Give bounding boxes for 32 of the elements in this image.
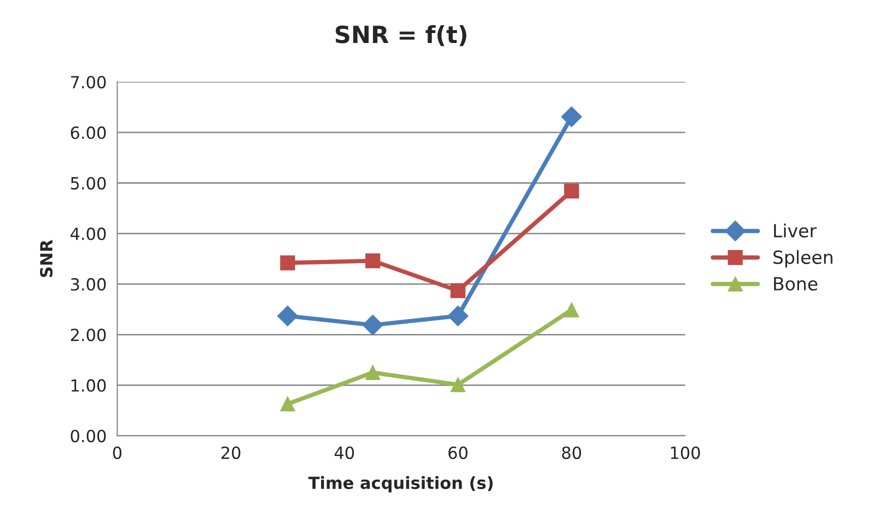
point (561, 106, 582, 128)
point (450, 283, 466, 298)
y-tick-label: 7.00 (71, 76, 106, 88)
y-tick-label: 3.00 (70, 278, 106, 291)
y-tick-label: 6.00 (70, 126, 106, 140)
x-axis-title: Time acquisition (s) (308, 476, 493, 492)
y-tick-label: 5.00 (71, 176, 106, 190)
point (362, 314, 384, 336)
legend-label: Bone (774, 277, 818, 291)
y-tick-label: 2.00 (70, 328, 106, 342)
point (450, 377, 466, 392)
point (365, 365, 380, 380)
y-tick-label: 0.00 (70, 430, 106, 442)
x-tick-label: 20 (221, 446, 240, 460)
x-tick-label: 80 (562, 446, 582, 460)
x-tick-label: 0 (113, 446, 122, 460)
point (277, 306, 298, 326)
legend-label: Spleen (774, 250, 832, 268)
point (280, 255, 296, 270)
legend-label: Liver (774, 224, 817, 238)
point (448, 306, 468, 326)
y-axis-title: SNR (40, 240, 53, 278)
x-tick-label: 40 (334, 446, 354, 460)
y-tick-label: 4.00 (70, 228, 106, 240)
point (365, 253, 380, 268)
point (564, 184, 580, 199)
chart-title: SNR = f(t) (336, 25, 466, 46)
point (280, 396, 296, 412)
x-tick-label: 100 (671, 446, 700, 460)
x-tick-label: 60 (448, 446, 468, 460)
y-tick-label: 1.00 (72, 379, 106, 392)
point (564, 302, 580, 318)
